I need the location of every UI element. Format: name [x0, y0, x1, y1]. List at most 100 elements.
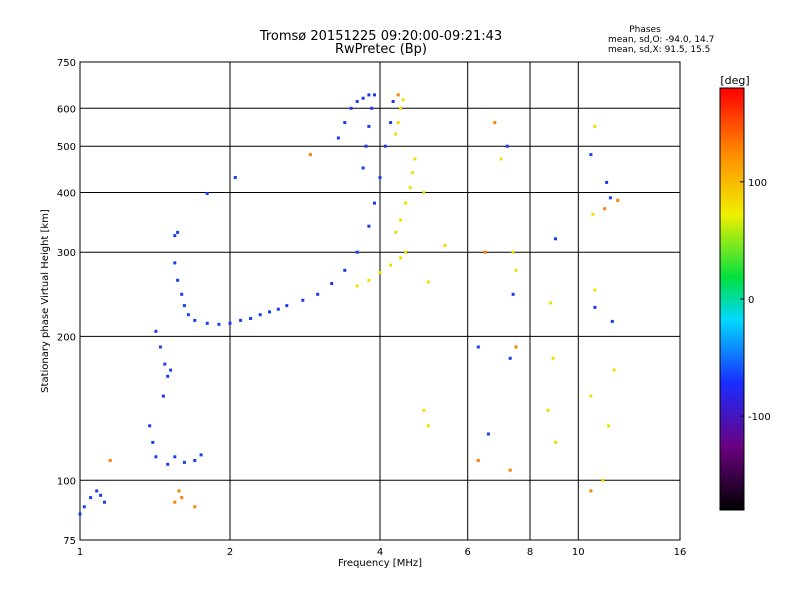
data-point [551, 356, 555, 360]
data-point [607, 424, 610, 428]
data-point [483, 250, 487, 254]
data-point [608, 196, 612, 200]
data-point [389, 121, 393, 125]
data-point [367, 93, 371, 97]
data-point [343, 121, 347, 125]
data-point [336, 136, 340, 140]
data-point [396, 93, 400, 97]
data-point [103, 500, 106, 504]
data-point [217, 322, 221, 326]
data-point [233, 176, 237, 179]
data-point [616, 198, 620, 202]
data-point [367, 124, 371, 128]
data-point [499, 157, 503, 161]
data-point [169, 368, 173, 372]
data-point [173, 455, 177, 459]
data-point [378, 271, 382, 275]
data-point [355, 100, 359, 103]
data-point [389, 263, 393, 267]
data-point [330, 282, 334, 285]
data-point [589, 394, 593, 398]
data-point [166, 374, 170, 378]
data-point [399, 106, 403, 110]
data-point [367, 278, 371, 282]
phase-info-x: mean, sd,X: 91.5, 15.5 [608, 45, 710, 55]
data-point [554, 237, 557, 241]
data-point [373, 201, 376, 205]
data-point [108, 459, 112, 462]
x-axis-ticks: 1 2 4 6 8 10 16 [77, 547, 687, 558]
data-point [593, 288, 597, 292]
data-point [186, 313, 190, 317]
data-point [173, 261, 177, 265]
data-point [173, 500, 177, 504]
data-point [163, 362, 167, 366]
x-tick-label: 4 [377, 547, 383, 558]
data-point [176, 278, 180, 282]
data-point [486, 432, 490, 436]
data-point [476, 345, 480, 349]
data-point [422, 408, 426, 412]
data-point [593, 124, 597, 128]
data-point [404, 201, 407, 205]
colorbar-tick-label: 0 [748, 295, 754, 306]
data-point [364, 144, 368, 148]
data-point [546, 408, 550, 412]
data-point [422, 191, 426, 194]
data-point [355, 284, 359, 288]
data-point [228, 321, 232, 325]
colorbar-label: [deg] [720, 74, 749, 87]
data-point [205, 321, 209, 325]
phase-info-o: mean, sd,O: -94.0, 14.7 [608, 35, 714, 45]
data-point [148, 424, 152, 428]
data-point [367, 224, 371, 228]
data-point [154, 329, 158, 333]
data-point [193, 505, 197, 509]
data-point [370, 106, 374, 110]
y-tick-label: 200 [57, 332, 76, 343]
data-point [508, 468, 512, 472]
chart-title: Tromsø 20151225 09:20:00-09:21:43 [259, 29, 502, 44]
chart-subtitle: RwPretec (Bp) [335, 42, 427, 57]
data-point [383, 144, 387, 148]
data-point [401, 98, 405, 102]
data-point [78, 512, 82, 516]
colorbar-tick-label: 100 [748, 178, 767, 189]
data-point [593, 305, 597, 309]
data-point [554, 440, 557, 444]
data-point [589, 489, 593, 493]
data-point [349, 106, 353, 110]
data-point [158, 345, 162, 349]
data-point [378, 176, 382, 179]
data-point [394, 132, 398, 136]
x-tick-label: 8 [527, 547, 533, 558]
data-point [443, 243, 447, 247]
data-point [610, 319, 614, 323]
data-point [82, 505, 86, 509]
data-point [173, 234, 177, 238]
data-point [343, 268, 347, 272]
data-point [355, 250, 359, 254]
data-point [177, 489, 181, 493]
data-point [391, 100, 395, 103]
data-point [399, 256, 403, 260]
data-point [603, 207, 607, 211]
data-point [176, 230, 180, 234]
data-point [373, 93, 376, 97]
phase-info-title: Phases [629, 25, 661, 35]
data-point [514, 268, 518, 272]
data-point [493, 121, 497, 125]
data-point [249, 317, 253, 320]
x-tick-label: 1 [77, 547, 83, 558]
data-point [514, 345, 518, 349]
data-point [180, 496, 184, 500]
data-point [285, 304, 289, 308]
data-point [589, 153, 593, 157]
y-axis-label: Stationary phase Virtual Height [km] [40, 209, 51, 393]
data-points [78, 93, 620, 516]
data-point [411, 171, 415, 175]
data-point [199, 453, 203, 457]
data-point [361, 96, 365, 100]
data-point [166, 462, 170, 466]
